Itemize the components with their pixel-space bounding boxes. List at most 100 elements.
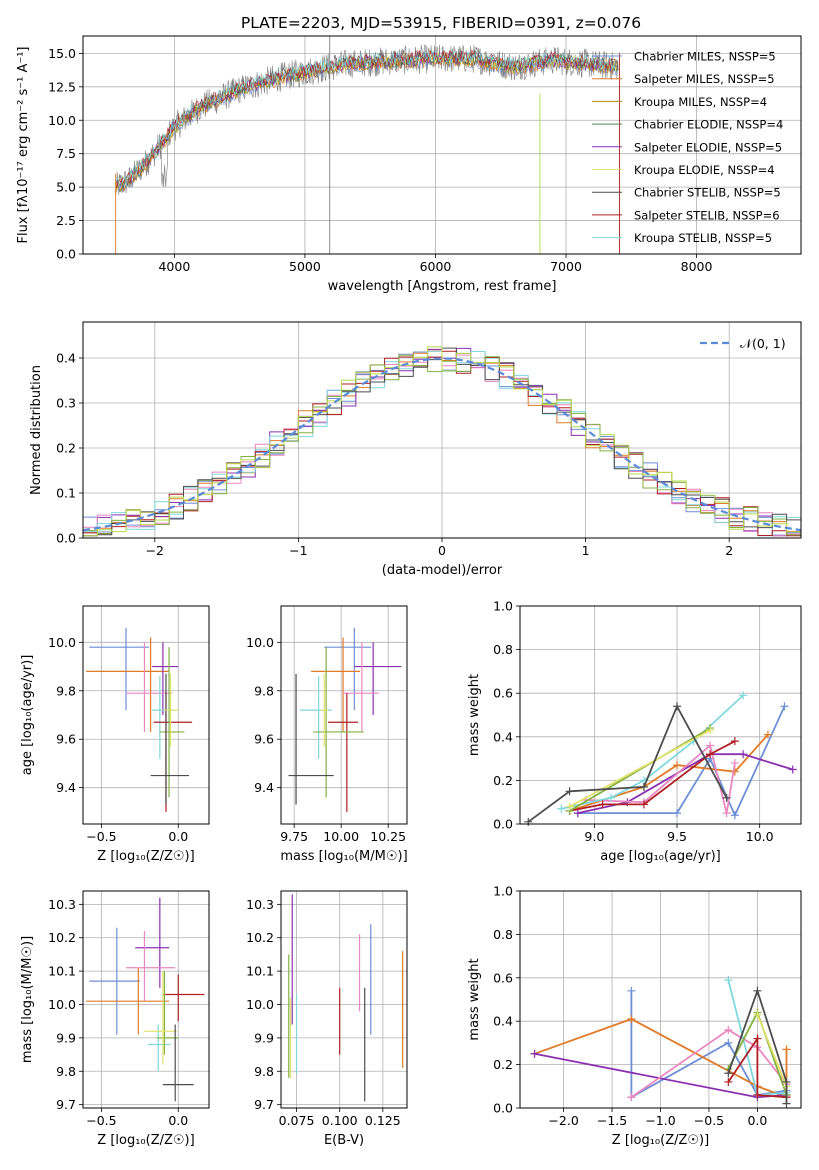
x-tick-label: −0.5 [86, 829, 116, 844]
errorbar-point [312, 647, 364, 798]
errorbar-point [299, 676, 332, 759]
x-tick-label: 1 [582, 543, 590, 558]
x-tick-label: 9.5 [667, 829, 687, 844]
x-tick-label: −0.5 [694, 1113, 724, 1128]
axes-frame [280, 890, 408, 1109]
errorbar-point [320, 673, 329, 747]
plus-marker [598, 800, 607, 809]
series-lines [524, 691, 797, 826]
x-tick-label: 0.0 [168, 829, 188, 844]
plus-marker [706, 750, 715, 759]
y-axis-label: mass weight [467, 674, 482, 756]
plus-marker [753, 1010, 762, 1019]
plus-marker [753, 1034, 762, 1043]
y-tick-label: 9.6 [254, 732, 274, 747]
gaussian-curve [82, 357, 802, 532]
errorbar-point [162, 1024, 194, 1102]
y-tick-label: 10.0 [48, 997, 76, 1012]
x-tick-label: 5000 [289, 259, 321, 274]
y-tick-label: 10.0 [246, 635, 274, 650]
legend: Chabrier MILES, NSSP=5 Salpeter MILES, NS… [592, 50, 783, 245]
x-tick-label: 0 [438, 543, 446, 558]
x-tick-label: 10.25 [370, 829, 406, 844]
plus-marker [782, 1077, 791, 1086]
x-axis-label: E(B-V) [324, 1133, 364, 1148]
x-tick-label: −1.5 [597, 1113, 627, 1128]
errorbar-point [86, 637, 170, 732]
plus-marker [730, 811, 739, 820]
y-tick-label: 0.2 [493, 773, 513, 788]
y-tick-label: 7.5 [56, 146, 76, 161]
x-tick-label: 0.100 [322, 1113, 358, 1128]
y-tick-label: 10.1 [48, 964, 76, 979]
plus-marker [639, 800, 648, 809]
y-tick-label: 9.8 [254, 1064, 274, 1079]
x-axis-label: (data-model)/error [382, 563, 503, 578]
errorbar-point [89, 927, 140, 1035]
y-tick-label: 0.4 [493, 729, 513, 744]
panel-mass-vs-EBV: 0.075 0.100 0.125 9.7 9.8 9.9 10.0 10.1 10.2 10.3… [246, 890, 408, 1148]
y-tick-label: 0.0 [56, 531, 76, 546]
x-tick-label: 8000 [681, 259, 713, 274]
y-tick-label: 15.0 [48, 46, 76, 61]
y-tick-label: 1.0 [493, 884, 513, 899]
y-tick-label: 0.2 [56, 441, 76, 456]
series-line [756, 1014, 788, 1087]
plus-marker [573, 809, 582, 818]
legend: 𝒩(0, 1) [700, 336, 786, 351]
y-tick-label: 10.0 [246, 997, 274, 1012]
x-tick-label: 2 [725, 543, 733, 558]
y-tick-label: 0.4 [493, 1014, 513, 1029]
x-tick-label: 0.075 [279, 1113, 315, 1128]
plus-marker [724, 1025, 733, 1034]
plus-marker [788, 765, 797, 774]
legend-label: Chabrier MILES, NSSP=5 [634, 50, 776, 64]
errorbar-point [159, 647, 185, 798]
x-tick-label: −1 [289, 543, 307, 558]
x-tick-label: −2.0 [548, 1113, 578, 1128]
x-axis-label: Z [log₁₀(Z/Z☉)] [97, 849, 194, 864]
y-axis-label: age [log₁₀(age/yr)] [20, 655, 35, 776]
errorbar-point [144, 971, 177, 1065]
x-tick-label: 4000 [158, 259, 190, 274]
errorbar-point [324, 627, 372, 711]
plus-marker [557, 804, 566, 813]
plus-marker [763, 730, 772, 739]
plus-marker [627, 1015, 636, 1024]
x-tick-label: 9.75 [280, 829, 308, 844]
model-spectrum [115, 49, 619, 191]
errorbar-point [126, 642, 173, 732]
y-tick-label: 0.2 [493, 1057, 513, 1072]
plus-marker [782, 1099, 791, 1108]
y-tick-label: 0.3 [56, 396, 76, 411]
errorbar-point [343, 642, 379, 732]
plus-marker [673, 761, 682, 770]
errorbar-point [152, 642, 179, 715]
plus-marker [739, 691, 748, 700]
y-tick-label: 0.8 [493, 927, 513, 942]
spectrum-lines [115, 36, 620, 254]
observed-spectrum [115, 44, 619, 196]
plus-marker [724, 975, 733, 984]
plus-marker [753, 1090, 762, 1099]
plus-marker [782, 1045, 791, 1054]
y-tick-label: 10.0 [48, 113, 76, 128]
x-tick-label: 0.125 [365, 1113, 401, 1128]
y-tick-label: 0.0 [56, 247, 76, 262]
model-spectrum [115, 54, 619, 195]
errorbars [86, 897, 205, 1102]
x-tick-label: 9.0 [584, 829, 604, 844]
x-tick-label: −1.0 [645, 1113, 675, 1128]
plus-marker [730, 767, 739, 776]
y-tick-label: 0.4 [56, 351, 76, 366]
series-lines [530, 975, 791, 1108]
panel-age-vs-Z: −0.5 0.0 9.4 9.6 9.8 10.0 Z [log₁₀(Z/Z☉)] age [… [20, 605, 210, 864]
y-tick-label: 0.8 [493, 642, 513, 657]
x-axis-label: Z [log₁₀(Z/Z☉)] [612, 1133, 709, 1148]
legend-label: 𝒩(0, 1) [740, 336, 786, 351]
errorbar-point [135, 897, 170, 988]
x-tick-label: 10.00 [323, 829, 359, 844]
y-tick-label: 10.3 [246, 897, 274, 912]
plus-marker [739, 750, 748, 759]
panel-mass-vs-Z: −0.5 0.0 9.7 9.8 9.9 10.0 10.1 10.2 10.3 Z [log₁₀… [20, 890, 210, 1148]
